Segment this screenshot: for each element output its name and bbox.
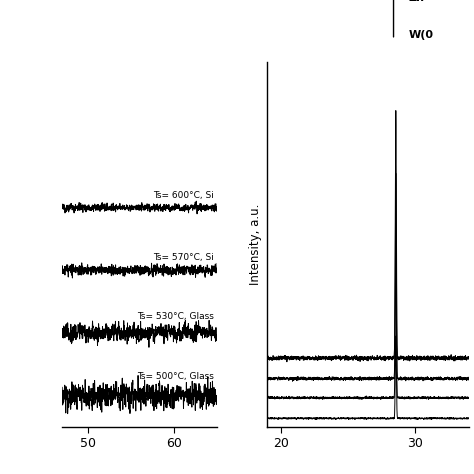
Text: Ts= 570°C, Si: Ts= 570°C, Si	[153, 253, 214, 262]
Text: Zn: Zn	[409, 0, 425, 3]
Text: Ts= 600°C, Si: Ts= 600°C, Si	[153, 191, 214, 201]
Text: Ts= 530°C, Glass: Ts= 530°C, Glass	[137, 312, 214, 321]
Y-axis label: Intensity, a.u.: Intensity, a.u.	[248, 203, 262, 285]
Text: Ts= 500°C, Glass: Ts= 500°C, Glass	[137, 372, 214, 381]
Text: W(0: W(0	[409, 30, 434, 40]
